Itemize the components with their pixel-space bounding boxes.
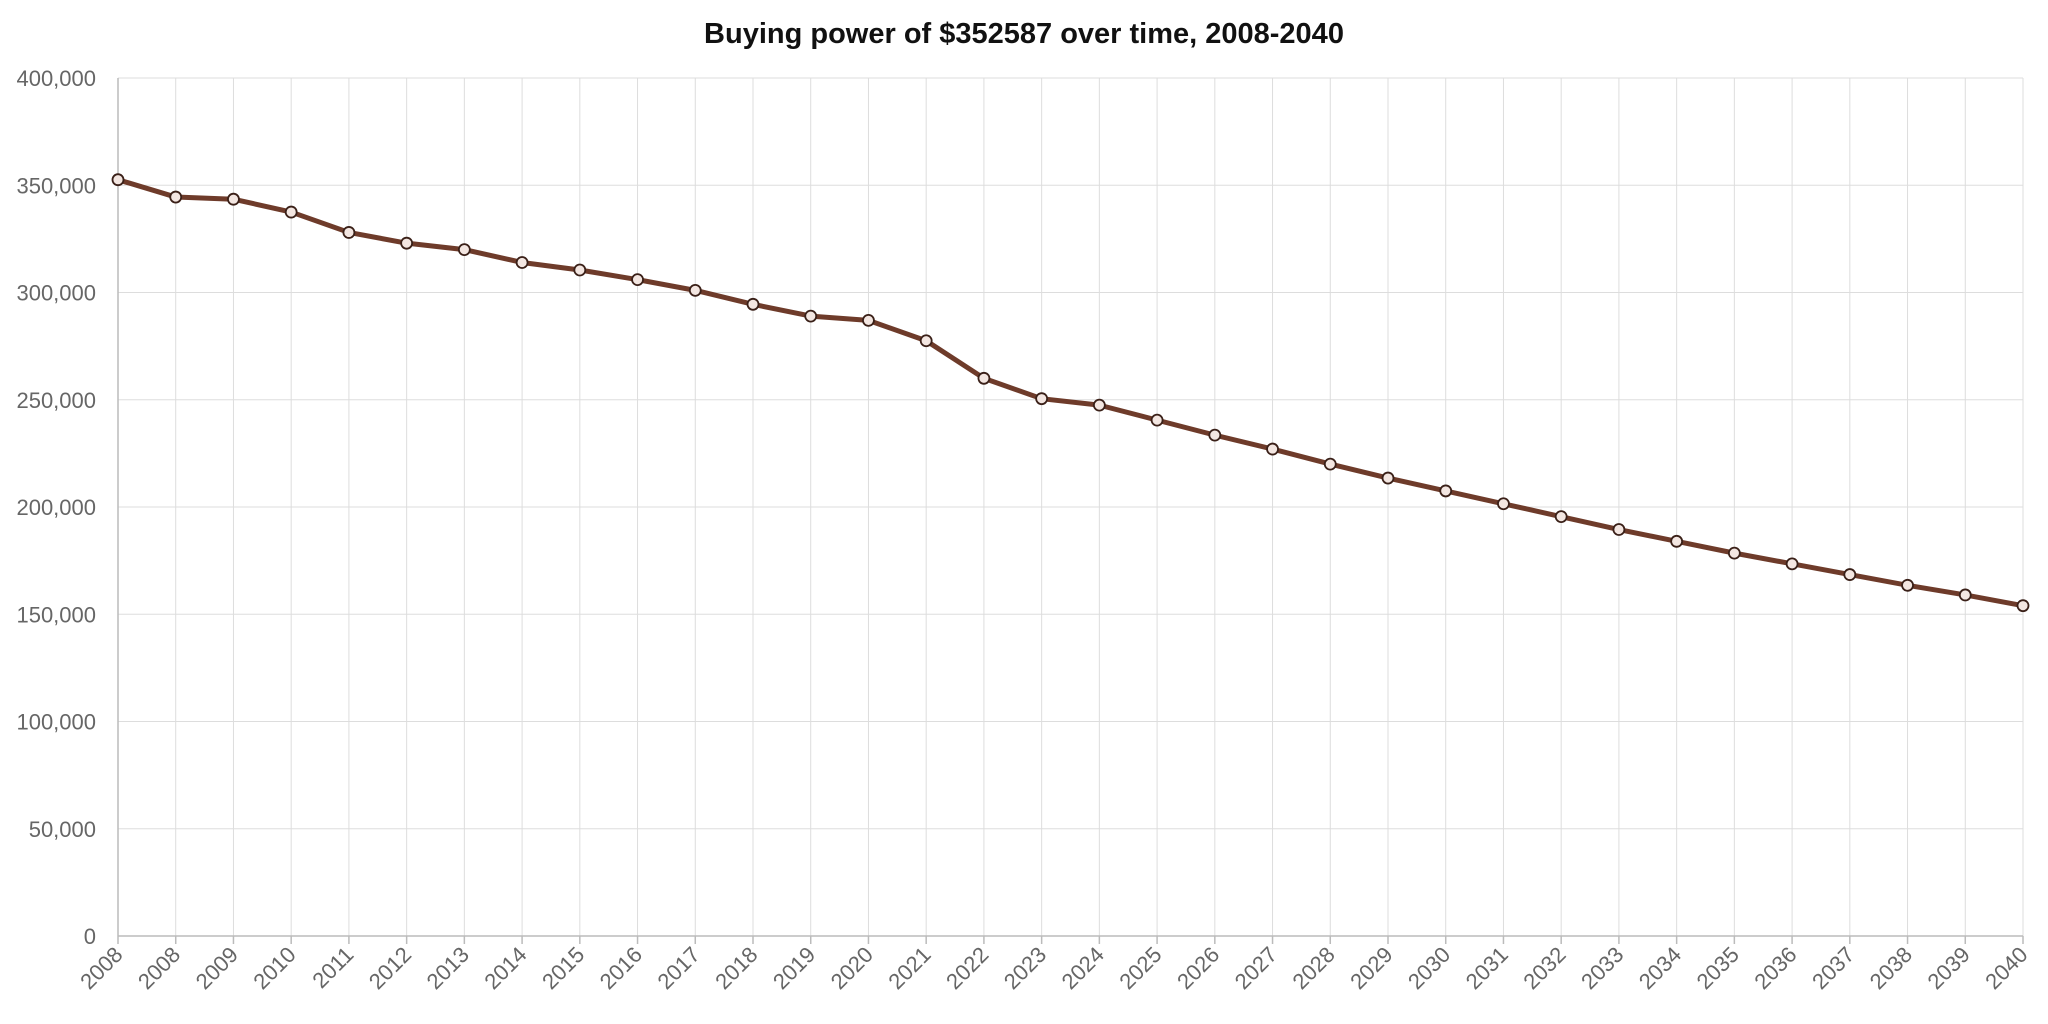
series [111,173,2030,613]
x-tick-label: 2020 [826,942,878,994]
x-tick-label: 2019 [768,942,820,994]
data-point[interactable] [804,309,818,323]
data-point[interactable] [111,173,125,187]
x-tick-label: 2025 [1114,942,1166,994]
data-point[interactable] [1958,588,1972,602]
x-tick-label: 2031 [1461,942,1513,994]
data-point[interactable] [1381,471,1395,485]
data-point[interactable] [1266,442,1279,456]
data-point[interactable] [1497,497,1510,511]
series-line [115,177,2026,609]
data-point[interactable] [227,192,240,206]
x-tick-label: 2027 [1230,942,1282,994]
data-point[interactable] [919,334,933,348]
data-point[interactable] [1670,534,1684,548]
data-point[interactable] [515,256,529,269]
x-tick-label: 2035 [1692,942,1744,994]
x-tick-label: 2009 [191,942,243,994]
data-point[interactable] [1323,457,1337,471]
x-tick-label: 2021 [883,942,935,994]
data-point[interactable] [169,190,183,204]
data-point[interactable] [1150,413,1164,427]
y-tick-label: 100,000 [16,710,96,735]
x-tick-label: 2029 [1345,942,1397,994]
x-tick-label: 2033 [1576,942,1628,994]
x-tick-label: 2030 [1403,942,1455,994]
data-point[interactable] [688,283,702,297]
data-point[interactable] [400,236,414,250]
data-point[interactable] [1785,557,1799,571]
data-point[interactable] [1035,392,1049,406]
x-tick-label: 2017 [653,942,705,994]
chart-title: Buying power of $352587 over time, 2008-… [704,18,1344,50]
data-point[interactable] [746,297,760,311]
data-point[interactable] [1439,484,1453,498]
axes [117,78,2024,944]
y-tick-label: 50,000 [29,817,96,842]
x-tick-label: 2008 [75,942,127,994]
x-tick-label: 2015 [537,942,589,994]
data-point[interactable] [862,313,875,327]
x-tick-label: 2010 [248,942,300,994]
x-tick-label: 2022 [941,942,993,994]
x-tick-label: 2018 [710,942,762,994]
y-tick-label: 300,000 [16,281,96,306]
data-point[interactable] [284,205,298,219]
grid [118,77,2024,936]
data-point[interactable] [1612,523,1626,536]
data-point[interactable] [1727,546,1741,560]
data-point[interactable] [1901,578,1914,592]
data-point[interactable] [1092,398,1106,412]
x-tick-label: 2011 [307,942,358,993]
data-point[interactable] [2016,599,2030,613]
x-tick-label: 2008 [133,942,185,994]
x-tick-label: 2012 [364,942,416,994]
x-tick-label: 2023 [999,942,1051,994]
y-tick-label: 150,000 [16,602,96,627]
y-axis-ticks: 0 50,000 100,000 150,000 200,000 250,000 300,0… [16,66,96,949]
x-tick-label: 2028 [1288,942,1340,994]
data-point[interactable] [342,226,356,239]
x-tick-label: 2040 [1980,942,2032,994]
data-point[interactable] [631,273,644,287]
x-tick-label: 2039 [1923,942,1975,994]
x-tick-label: 2037 [1807,942,1859,994]
x-tick-label: 2032 [1518,942,1570,994]
data-point[interactable] [573,263,587,277]
y-tick-label: 0 [84,924,96,949]
x-tick-label: 2026 [1172,942,1224,994]
data-point[interactable] [977,371,991,385]
y-tick-label: 250,000 [16,388,96,413]
x-tick-label: 2034 [1634,942,1686,994]
x-tick-label: 2013 [422,942,474,994]
x-tick-label: 2016 [595,942,647,994]
x-tick-label: 2036 [1749,942,1801,994]
y-tick-label: 400,000 [16,66,96,91]
y-tick-label: 350,000 [16,173,96,198]
data-point[interactable] [457,243,471,257]
x-axis-ticks: 2008 2008 2009 2010 2011 2012 2013 2014 2015 2016… [75,942,2032,994]
x-tick-label: 2038 [1865,942,1917,994]
x-tick-label: 2024 [1057,942,1109,994]
x-tick-label: 2014 [479,942,531,994]
data-point[interactable] [1843,568,1857,581]
data-point[interactable] [1208,428,1222,442]
y-tick-label: 200,000 [16,495,96,520]
data-point[interactable] [1554,510,1568,524]
